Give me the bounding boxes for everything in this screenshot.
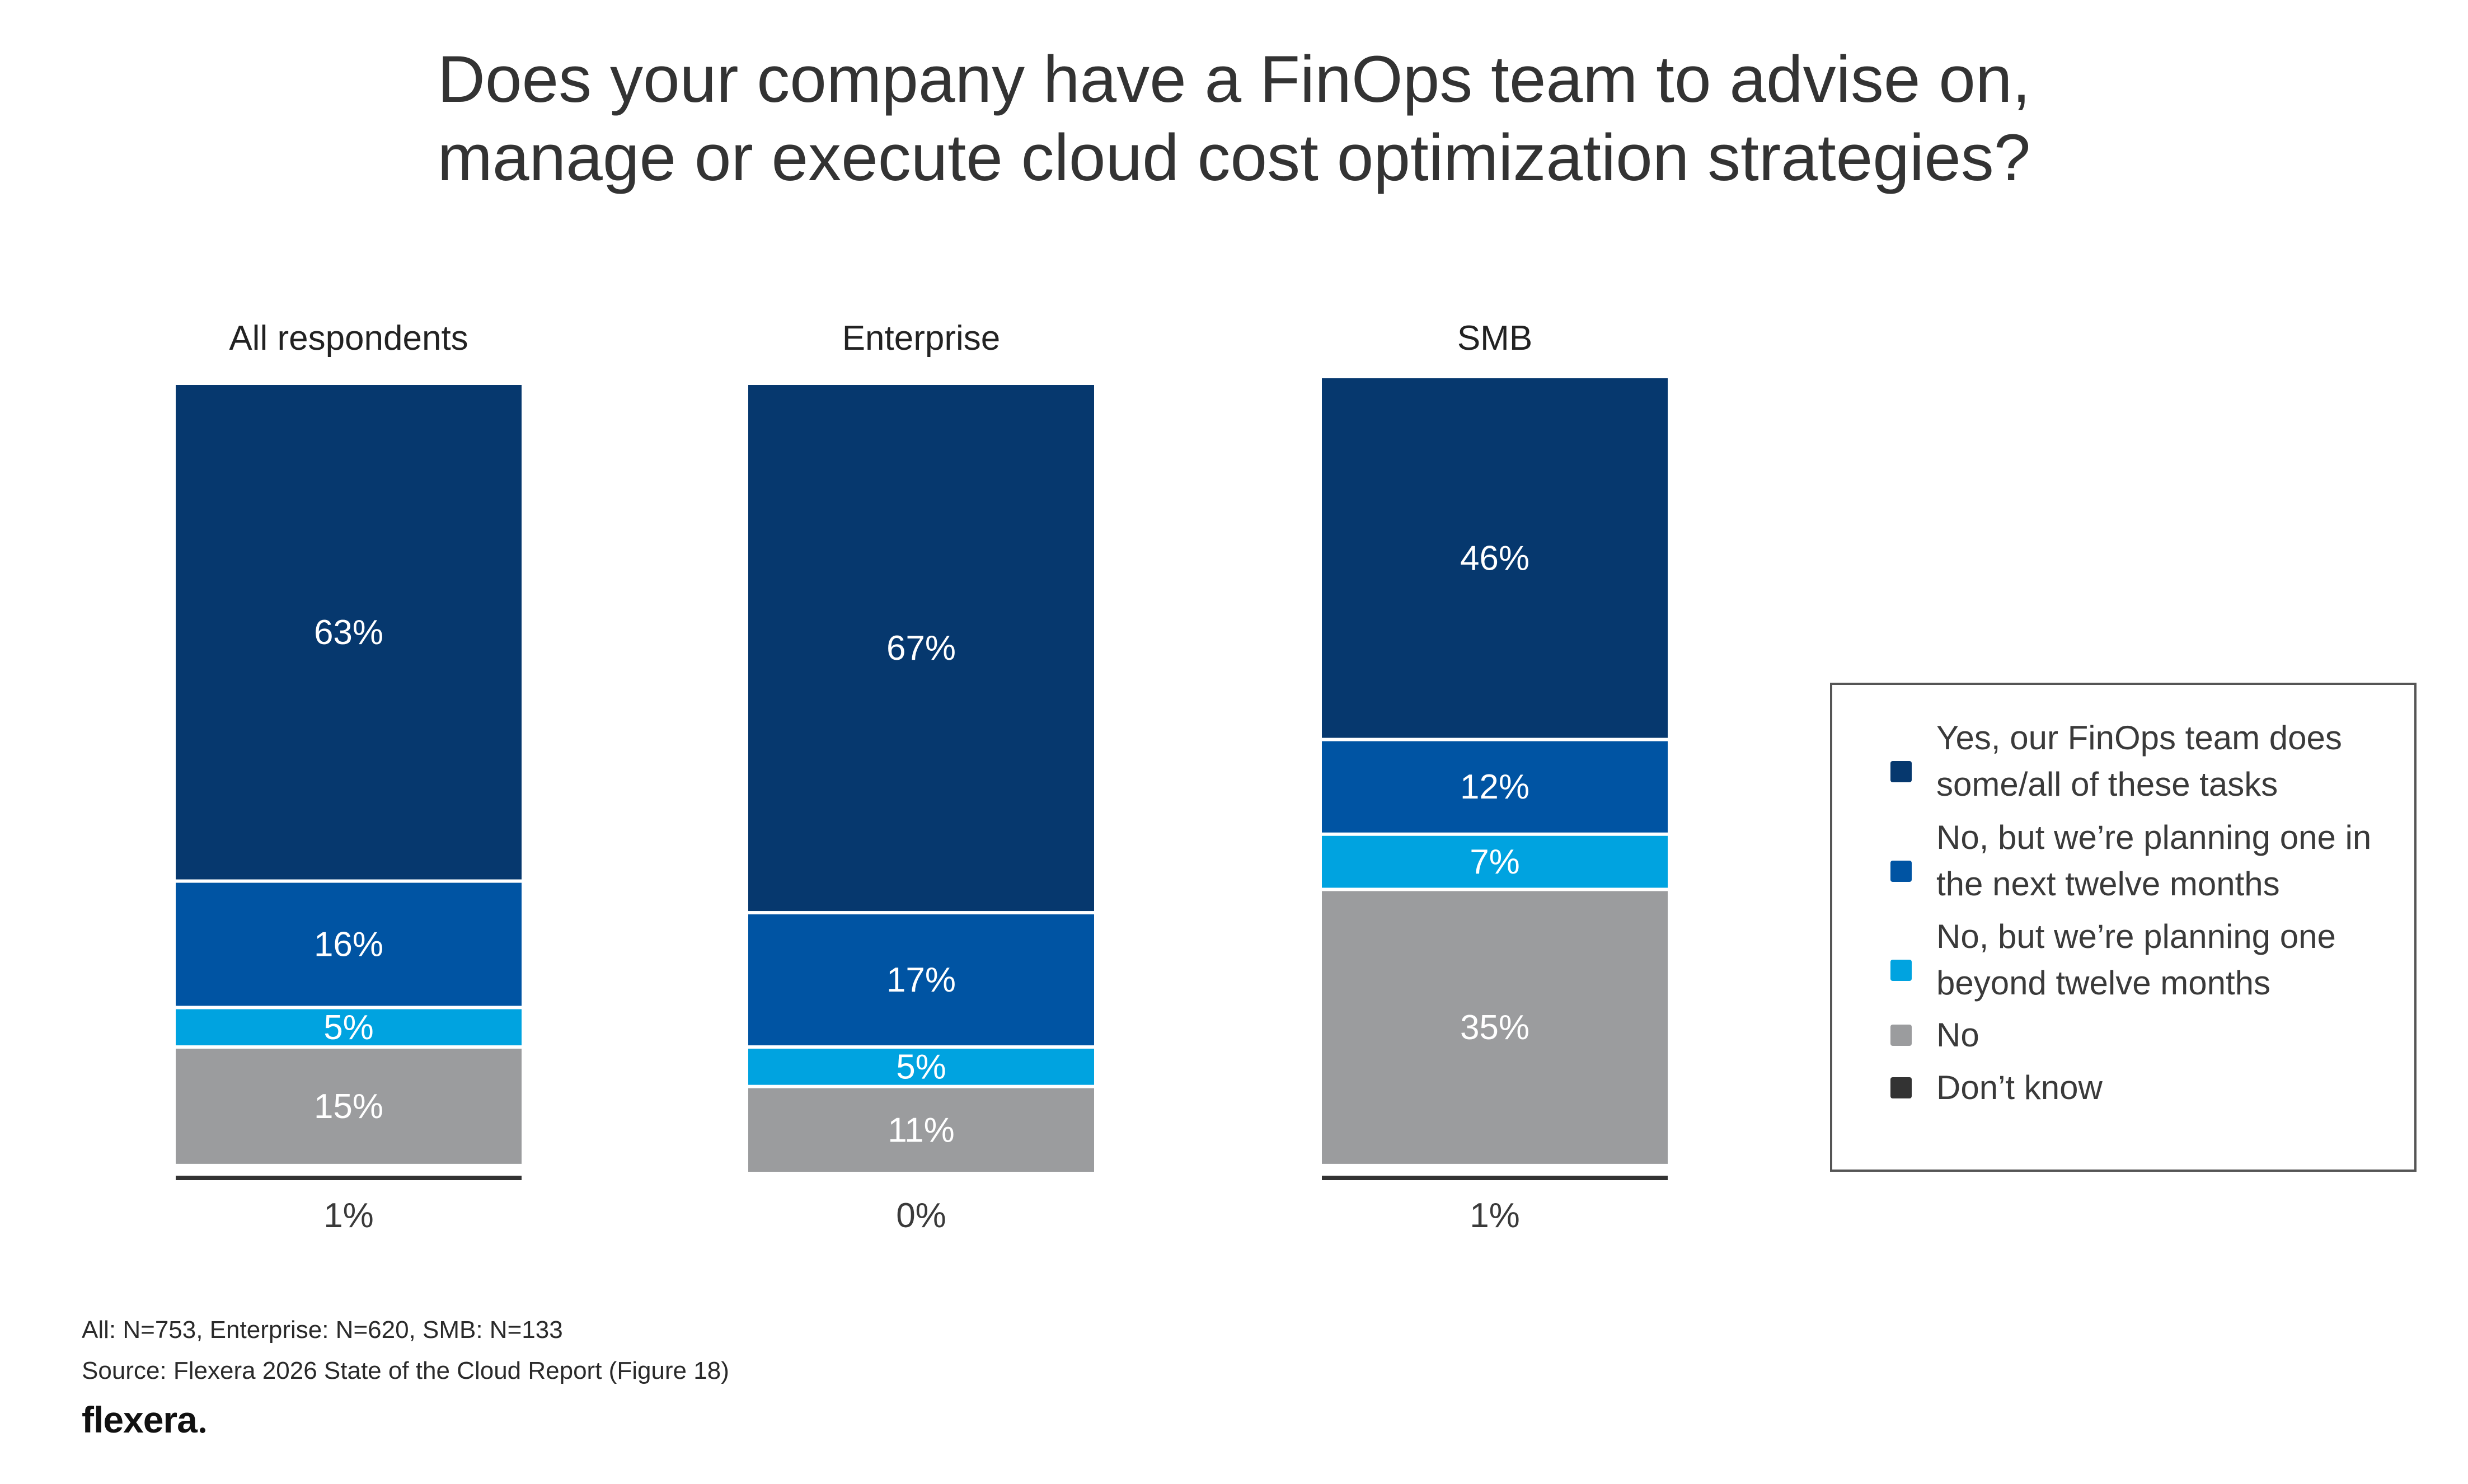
footnotes: All: N=753, Enterprise: N=620, SMB: N=13…	[82, 1316, 729, 1384]
segment-value-label: 5%	[323, 1008, 374, 1047]
segment-value-label: 17%	[886, 961, 956, 999]
bar-segment	[176, 1049, 522, 1164]
segment-value-label: 16%	[314, 926, 383, 964]
legend-item: No, but we’re planning one beyond twelve …	[1890, 918, 2336, 1002]
legend-item: Yes, our FinOps team does some/all of the…	[1890, 719, 2342, 803]
category-label: SMB	[1457, 319, 1532, 358]
legend-label: beyond twelve months	[1936, 964, 2270, 1002]
legend-label: No	[1936, 1016, 1979, 1054]
legend-item: Don’t know	[1890, 1069, 2103, 1106]
bar-segment	[176, 1009, 522, 1046]
bar-segment	[1322, 891, 1668, 1164]
dont-know-value-label: 0%	[896, 1196, 946, 1235]
legend-label: Don’t know	[1936, 1069, 2103, 1106]
bar-segment	[176, 882, 522, 1006]
category-label: All respondents	[229, 319, 468, 358]
flexera-logo-text: flexera	[82, 1399, 198, 1440]
chart-title-line-1: Does your company have a FinOps team to …	[438, 43, 2031, 116]
legend-label: some/all of these tasks	[1936, 766, 2278, 803]
bar-segment	[176, 385, 522, 880]
legend-swatch	[1890, 960, 1912, 981]
flexera-logo-dot	[200, 1427, 205, 1433]
bar-segment	[1322, 378, 1668, 738]
legend-swatch	[1890, 861, 1912, 882]
legend-label: No, but we’re planning one in	[1936, 819, 2371, 856]
legend-swatch	[1890, 1025, 1912, 1046]
segment-value-label: 67%	[886, 629, 956, 668]
bar-segment	[748, 1049, 1094, 1085]
legend-label: No, but we’re planning one	[1936, 918, 2336, 955]
legend-frame	[1830, 683, 2417, 1172]
bar-segment	[748, 1088, 1094, 1172]
legend: Yes, our FinOps team does some/all of the…	[1830, 683, 2417, 1172]
legend-swatch	[1890, 761, 1912, 782]
segment-value-label: 15%	[314, 1087, 383, 1126]
sample-size-note: All: N=753, Enterprise: N=620, SMB: N=13…	[82, 1316, 563, 1344]
category-label: Enterprise	[842, 319, 1001, 358]
legend-label: the next twelve months	[1936, 865, 2280, 903]
chart-title: Does your company have a FinOps team to …	[438, 43, 2031, 195]
legend-item: No	[1890, 1016, 1979, 1054]
legend-swatch	[1890, 1077, 1912, 1098]
segment-value-label: 35%	[1460, 1008, 1529, 1047]
segment-value-label: 7%	[1470, 843, 1520, 881]
stacked-bars: All respondents 63% 16% 5% 15% 1% Enterprise 67…	[176, 319, 1668, 1235]
legend-item: No, but we’re planning one in the next tw…	[1890, 819, 2371, 903]
legend-label: Yes, our FinOps team does	[1936, 719, 2342, 757]
bar-segment-dont-know	[1322, 1176, 1668, 1180]
chart-title-line-2: manage or execute cloud cost optimizatio…	[438, 121, 2031, 195]
bar-segment	[1322, 835, 1668, 888]
segment-value-label: 63%	[314, 613, 383, 652]
bar-segment	[1322, 741, 1668, 833]
bar-segment-dont-know	[176, 1176, 522, 1180]
segment-value-label: 12%	[1460, 768, 1529, 806]
flexera-logo: flexera	[82, 1399, 205, 1440]
dont-know-value-label: 1%	[323, 1196, 374, 1235]
segment-value-label: 46%	[1460, 539, 1529, 577]
segment-value-label: 11%	[888, 1111, 955, 1149]
dont-know-value-label: 1%	[1470, 1196, 1520, 1235]
source-note: Source: Flexera 2026 State of the Cloud …	[82, 1357, 729, 1384]
bar-segment	[748, 385, 1094, 912]
segment-value-label: 5%	[896, 1048, 946, 1086]
bar-segment	[748, 914, 1094, 1046]
